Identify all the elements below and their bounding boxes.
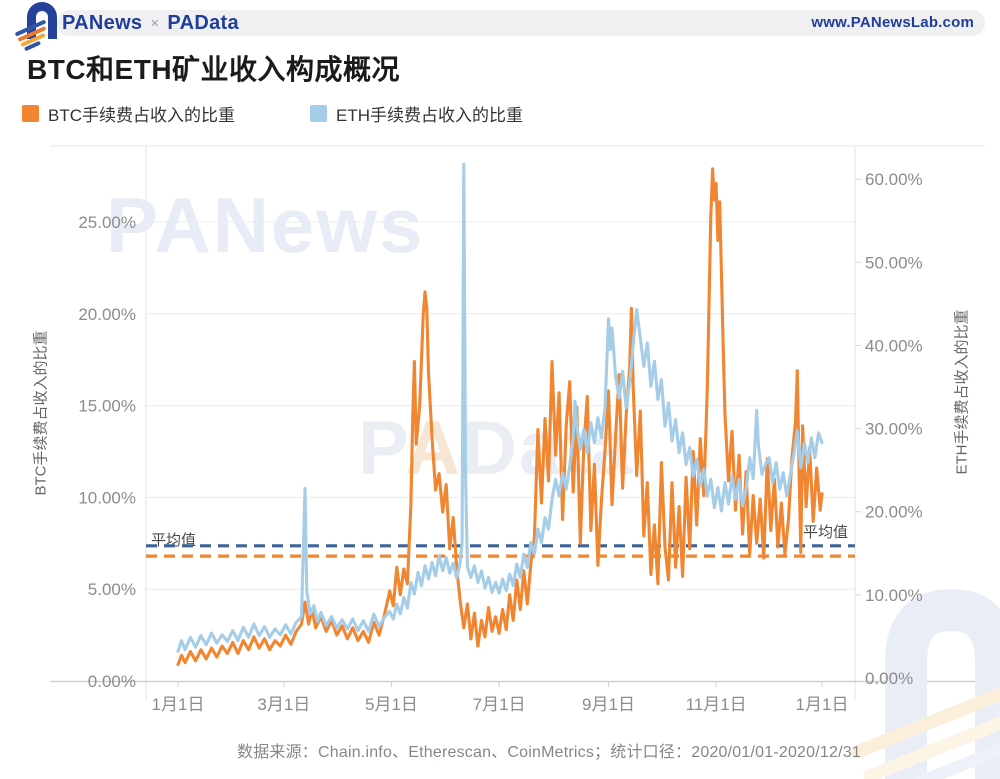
- btc-series-line: [176, 167, 824, 667]
- watermark-stripe-orange: [850, 684, 1000, 759]
- legend-item-btc[interactable]: BTC手续费占收入的比重: [22, 101, 235, 126]
- brand-padata: PAData: [167, 11, 239, 34]
- watermark-stripe-yellow: [863, 712, 1000, 779]
- watermark-stripe-blue: [880, 737, 1000, 779]
- right-axis-tick-label: 60.00%: [865, 170, 923, 189]
- left-axis-tick-label: 0.00%: [88, 672, 136, 691]
- eth-legend-label: ETH手续费占收入的比重: [336, 106, 523, 125]
- average-label-right: 平均值: [802, 524, 848, 541]
- x-axis-tick-label: 11月1日: [686, 695, 747, 714]
- panews-logo-icon: [10, 0, 62, 52]
- left-axis-tick-label: 15.00%: [78, 397, 136, 416]
- brand-panews: PANews: [62, 11, 143, 34]
- site-url[interactable]: www.PANewsLab.com: [811, 14, 974, 31]
- x-axis-tick-label: 7月1日: [473, 695, 526, 714]
- left-axis-tick-label: 5.00%: [88, 580, 136, 599]
- x-axis-tick-label: 5月1日: [365, 695, 418, 714]
- btc-legend-swatch: [22, 105, 39, 122]
- data-source-note: 数据来源：Chain.info、Etherescan、CoinMetrics；统…: [237, 744, 861, 761]
- logo-arch-shape: [27, 2, 57, 39]
- panews-watermark: PANews: [106, 181, 424, 269]
- legend-item-eth[interactable]: ETH手续费占收入的比重: [310, 101, 523, 126]
- left-axis-tick-label: 25.00%: [78, 213, 136, 232]
- eth-legend-swatch: [310, 105, 327, 122]
- left-axis-tick-label: 10.00%: [78, 488, 136, 507]
- right-axis-tick-label: 20.00%: [865, 503, 923, 522]
- logo-n-watermark: [885, 588, 1000, 779]
- header-band: [57, 10, 985, 36]
- right-axis-tick-label: 40.00%: [865, 336, 923, 355]
- page-title: BTC和ETH矿业收入构成概况: [27, 54, 401, 85]
- btc-legend-label: BTC手续费占收入的比重: [48, 106, 235, 125]
- brand-lockup: PANews × PAData: [62, 11, 239, 35]
- eth-series-line: [176, 162, 824, 653]
- right-axis-tick-label: 50.00%: [865, 253, 923, 272]
- x-axis-tick-label: 1月1日: [152, 695, 205, 714]
- brand-separator: ×: [150, 14, 160, 32]
- x-axis-tick-label: 9月1日: [582, 695, 635, 714]
- right-axis-tick-label: 30.00%: [865, 420, 923, 439]
- left-axis-tick-label: 20.00%: [78, 305, 136, 324]
- x-axis-tick-label: 3月1日: [257, 695, 310, 714]
- x-axis-tick-label: 1月1日: [796, 695, 849, 714]
- right-axis-tick-label: 0.00%: [865, 669, 913, 688]
- right-axis-tick-label: 10.00%: [865, 586, 923, 605]
